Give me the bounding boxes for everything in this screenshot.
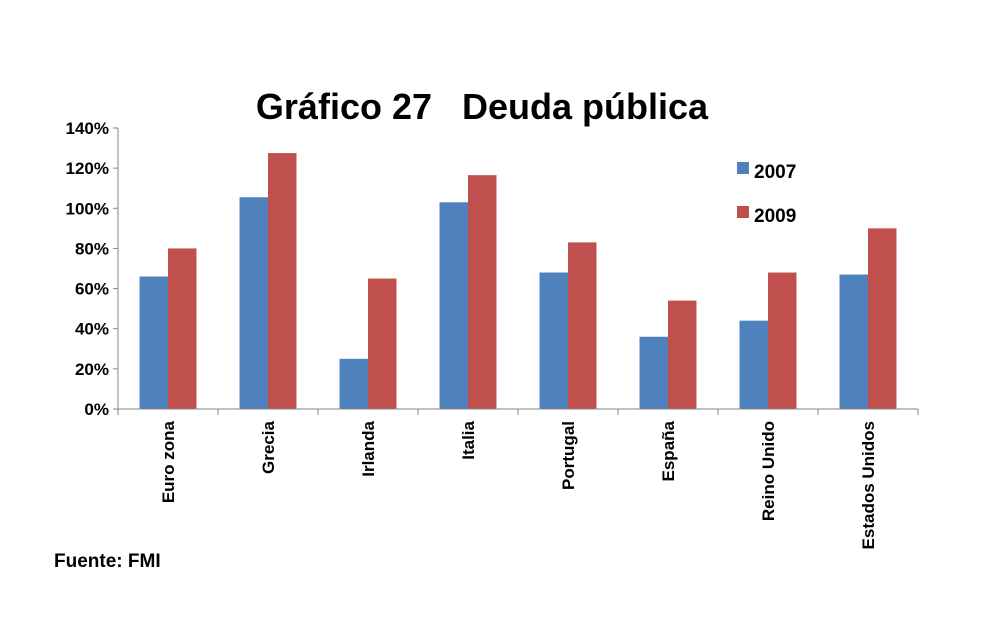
legend-label-2007: 2007: [754, 162, 796, 183]
legend-label-2009: 2009: [754, 206, 796, 227]
y-tick-label: 80%: [75, 239, 109, 258]
bar-2009-grecia: [268, 153, 297, 409]
x-tick-label: Grecia: [259, 420, 278, 473]
y-tick-label: 100%: [66, 199, 109, 218]
bar-2007-irlanda: [339, 358, 368, 409]
bar-2009-españa: [668, 300, 697, 409]
bar-2007-portugal: [539, 272, 568, 409]
legend-swatch-2009: [737, 206, 749, 218]
y-tick-label: 60%: [75, 280, 109, 299]
y-tick-label: 0%: [84, 400, 109, 419]
x-tick-label: España: [659, 420, 678, 481]
bar-2009-italia: [468, 175, 497, 409]
x-tick-label: Reino Unido: [759, 421, 778, 521]
source-note: Fuente: FMI: [54, 551, 161, 572]
x-tick-label: Irlanda: [359, 420, 378, 476]
y-tick-label: 140%: [66, 119, 109, 138]
bar-2007-españa: [639, 336, 668, 409]
bar-2009-euro-zona: [168, 248, 197, 409]
x-tick-label: Portugal: [559, 421, 578, 490]
x-tick-label: Estados Unidos: [859, 421, 878, 549]
bar-2007-reino-unido: [739, 320, 768, 409]
bar-2009-irlanda: [368, 278, 397, 409]
bar-2007-italia: [439, 202, 468, 409]
bar-2007-estados-unidos: [839, 274, 868, 409]
y-tick-label: 120%: [66, 159, 109, 178]
bar-2009-estados-unidos: [868, 228, 897, 409]
chart-title: Gráfico 27 Deuda pública: [256, 86, 709, 127]
y-tick-label: 20%: [75, 360, 109, 379]
bar-2007-grecia: [239, 197, 268, 409]
y-tick-label: 40%: [75, 320, 109, 339]
legend-swatch-2007: [737, 162, 749, 174]
bar-2009-reino-unido: [768, 272, 797, 409]
bar-2009-portugal: [568, 242, 597, 409]
x-tick-label: Italia: [459, 420, 478, 459]
x-tick-label: Euro zona: [159, 420, 178, 503]
bar-2007-euro-zona: [139, 276, 168, 409]
